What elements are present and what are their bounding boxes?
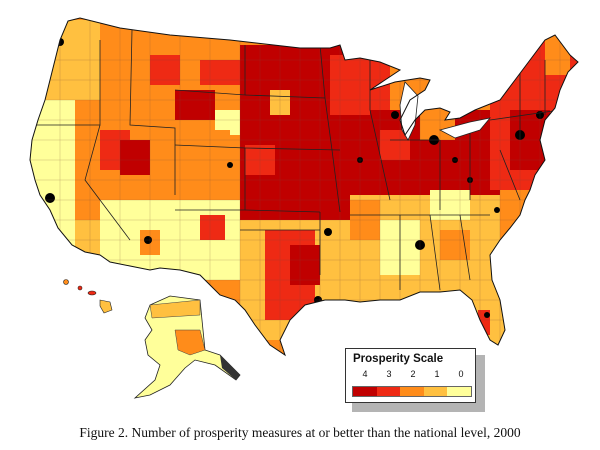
legend-swatch-0 <box>447 387 471 396</box>
legend-swatch-4 <box>353 387 377 396</box>
legend: Prosperity Scale 4 3 2 1 0 <box>345 348 476 403</box>
legend-title: Prosperity Scale <box>353 353 444 365</box>
legend-swatches <box>352 386 472 397</box>
legend-label-4: 4 <box>362 369 368 379</box>
legend-label-0: 0 <box>458 369 464 379</box>
legend-label-1: 1 <box>434 369 440 379</box>
legend-swatch-2 <box>400 387 424 396</box>
legend-swatch-3 <box>376 387 401 396</box>
legend-labels: 4 3 2 1 0 <box>353 369 473 379</box>
legend-label-2: 2 <box>410 369 416 379</box>
hawaii-inset <box>63 279 113 314</box>
legend-swatch-1 <box>423 387 448 396</box>
legend-label-3: 3 <box>386 369 392 379</box>
us-county-choropleth-map <box>29 17 579 399</box>
lake-michigan <box>399 81 419 141</box>
figure-caption: Figure 2. Number of prosperity measures … <box>79 425 521 440</box>
alaska-inset <box>133 295 241 399</box>
